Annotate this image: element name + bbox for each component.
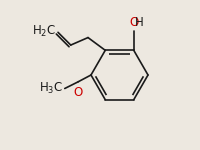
Text: H$_2$C: H$_2$C <box>32 24 57 39</box>
Text: O: O <box>129 16 138 28</box>
Text: H$_3$C: H$_3$C <box>39 81 63 96</box>
Text: O: O <box>74 85 83 99</box>
Text: H: H <box>135 16 144 28</box>
